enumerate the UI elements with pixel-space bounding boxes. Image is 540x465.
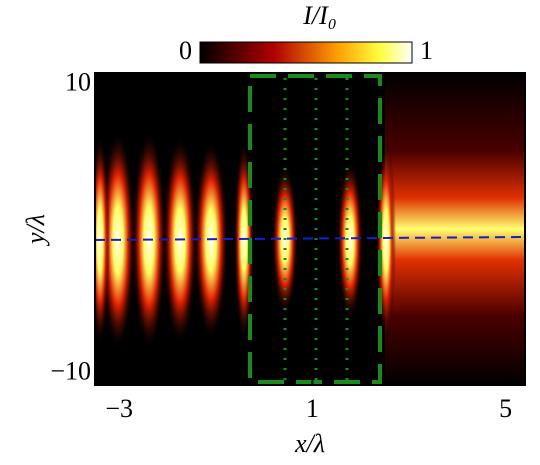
- slab-outline: [248, 74, 382, 384]
- field: [95, 73, 525, 385]
- x-axis-label: x/λ: [294, 429, 325, 458]
- colorbar-label: I/I₀: [302, 1, 337, 30]
- colorbar-tick-label: 1: [420, 36, 433, 65]
- slab-mode: [337, 160, 363, 320]
- y-axis-label: y/λ: [21, 214, 50, 247]
- y-tick-label: 10: [65, 68, 91, 97]
- colorbar-tick-label: 0: [179, 36, 192, 65]
- axis-line: [95, 236, 525, 241]
- x-tick-label: 1: [306, 394, 319, 423]
- x-tick-label: −3: [105, 394, 133, 423]
- colorbar: [199, 41, 413, 64]
- plot-frame: [94, 72, 526, 386]
- y-tick-label: −10: [50, 356, 91, 385]
- transmitted-beam: [385, 73, 525, 385]
- x-tick-label: 5: [499, 394, 512, 423]
